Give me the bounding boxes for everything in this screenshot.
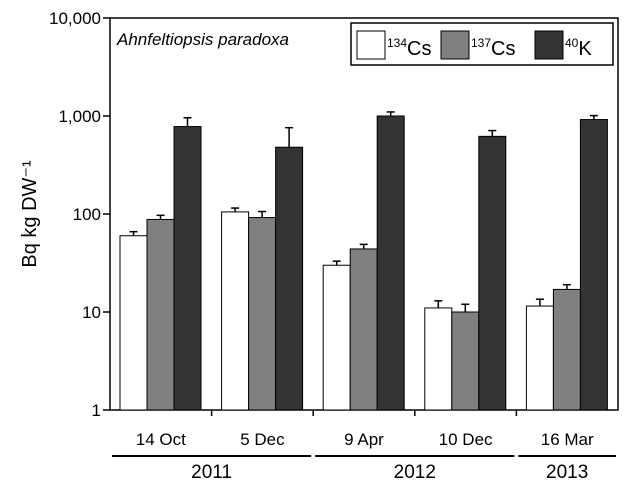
year-groups: 2011 2012 2013 xyxy=(112,455,616,483)
bar-134Cs-2 xyxy=(322,264,351,411)
bar-137Cs-1 xyxy=(248,217,277,411)
bar-134Cs-4 xyxy=(525,305,554,411)
legend-label-40K: 40K xyxy=(565,36,592,60)
bars-layer xyxy=(119,111,608,411)
legend: 134Cs 137Cs 40K xyxy=(350,22,614,66)
bar-40K-0 xyxy=(173,126,202,411)
y-tick-label: 1 xyxy=(92,401,101,420)
bar-137Cs-0 xyxy=(146,218,175,411)
y-axis: 1 10 100 1,000 10,000 xyxy=(49,9,110,420)
bar-40K-3 xyxy=(478,135,507,411)
legend-swatch-134Cs xyxy=(356,30,386,60)
x-tick-label: 9 Apr xyxy=(344,430,384,449)
legend-swatch-40K xyxy=(534,30,564,60)
bar-134Cs-3 xyxy=(424,307,453,411)
year-group-label: 2012 xyxy=(394,462,436,483)
y-tick-label: 10 xyxy=(82,303,101,322)
bar-40K-4 xyxy=(579,119,608,411)
x-tick-label: 5 Dec xyxy=(240,430,285,449)
y-axis-label: Bq kg DW⁻¹ xyxy=(19,160,41,268)
bar-134Cs-1 xyxy=(221,211,250,411)
bar-134Cs-0 xyxy=(119,235,148,411)
bar-137Cs-4 xyxy=(552,288,581,411)
chart-title: Ahnfeltiopsis paradoxa xyxy=(116,30,289,49)
year-group-label: 2011 xyxy=(191,462,232,483)
bar-137Cs-3 xyxy=(451,311,480,411)
bar-40K-2 xyxy=(376,115,405,411)
x-tick-label: 10 Dec xyxy=(439,430,493,449)
x-tick-label: 16 Mar xyxy=(541,430,594,449)
legend-label-137Cs: 137Cs xyxy=(471,36,515,60)
y-tick-label: 10,000 xyxy=(49,9,101,28)
year-group-label: 2013 xyxy=(546,462,588,483)
bar-40K-1 xyxy=(275,146,304,411)
y-tick-label: 1,000 xyxy=(58,107,101,126)
x-axis: 14 Oct 5 Dec 9 Apr 10 Dec 16 Mar xyxy=(136,410,594,449)
y-tick-label: 100 xyxy=(73,205,101,224)
legend-label-134Cs: 134Cs xyxy=(387,36,431,60)
legend-swatch-137Cs xyxy=(440,30,470,60)
x-tick-label: 14 Oct xyxy=(136,430,186,449)
bar-137Cs-2 xyxy=(349,248,378,411)
legend-box xyxy=(350,22,614,66)
